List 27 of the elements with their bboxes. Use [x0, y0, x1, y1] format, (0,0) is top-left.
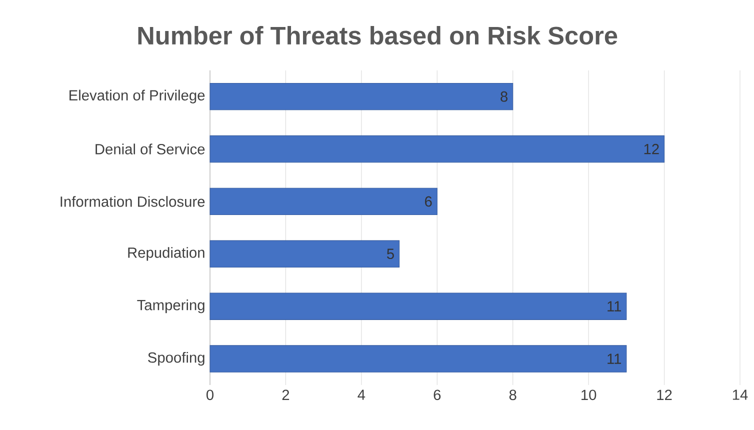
x-tick-label: 6: [434, 390, 441, 400]
y-tick-label: Spoofing: [148, 352, 204, 366]
y-tick-label: Elevation of Privilege: [70, 90, 205, 104]
data-label: 11: [608, 301, 622, 312]
x-tick-label: 4: [358, 390, 366, 400]
x-tick-label: 2: [282, 390, 290, 400]
bar: [210, 292, 627, 320]
data-label: 12: [644, 144, 659, 154]
x-tick-label: 10: [582, 390, 596, 400]
chart-title: Number of Threats based on Risk Score: [138, 26, 618, 45]
y-tick-label: Information Disclosure: [60, 196, 205, 207]
y-tick-label: Denial of Service: [96, 144, 205, 154]
x-tick-label: 12: [657, 390, 672, 400]
bar: [210, 240, 400, 268]
data-label: 6: [425, 196, 432, 207]
x-tick-label: 0: [206, 390, 214, 400]
bar: [210, 82, 514, 110]
bar: [210, 345, 627, 372]
data-label: 11: [608, 354, 622, 364]
x-tick-label: 8: [509, 390, 516, 400]
bar: [210, 188, 438, 216]
x-tick-label: 14: [732, 390, 748, 400]
data-label: 8: [500, 91, 508, 102]
bar: [210, 135, 665, 163]
y-tick-label: Repudiation: [128, 247, 204, 261]
data-label: 5: [387, 248, 394, 260]
y-tick-label: Tampering: [137, 300, 204, 314]
